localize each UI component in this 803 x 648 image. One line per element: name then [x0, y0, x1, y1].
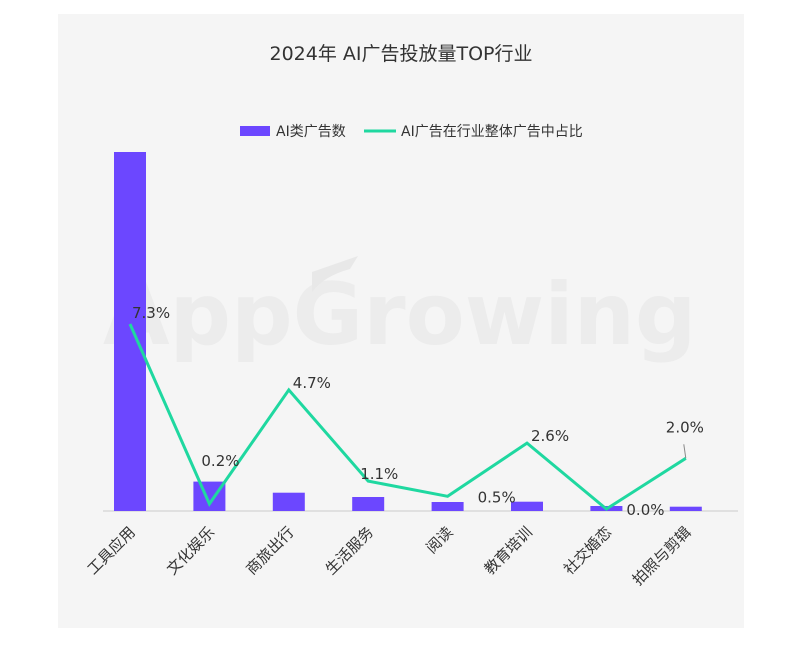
legend-bar-label: AI类广告数	[276, 124, 346, 140]
data-label-2: 4.7%	[293, 374, 331, 392]
x-tick-label-2: 商旅出行	[242, 523, 297, 578]
legend-line-label: AI广告在行业整体广告中占比	[401, 124, 583, 140]
legend: AI类广告数 AI广告在行业整体广告中占比	[240, 124, 583, 140]
bar-2	[272, 492, 305, 511]
data-label-6: 0.0%	[626, 501, 664, 519]
bar-5	[511, 501, 543, 511]
x-tick-label-0: 工具应用	[84, 523, 139, 578]
x-tick-label-3: 生活服务	[322, 523, 377, 578]
data-label-0: 7.3%	[132, 304, 170, 322]
data-label-1: 0.2%	[201, 452, 239, 470]
data-labels: 7.3% 0.2% 4.7% 1.1% 0.5% 2.6% 0.0% 2.0%	[132, 304, 704, 519]
bar-3	[352, 497, 385, 511]
x-tick-labels: 工具应用 文化娱乐 商旅出行 生活服务 阅读 教育培训 社交婚恋 拍照与剪辑	[84, 523, 695, 589]
x-tick-label-5: 教育培训	[481, 523, 536, 578]
data-label-4: 0.5%	[478, 488, 516, 506]
data-label-3: 1.1%	[360, 465, 398, 483]
x-tick-label-6: 社交婚恋	[560, 523, 615, 578]
chart-panel: AppGrowing 2024年 AI广告投放量TOP行业 AI类广告数 AI广…	[58, 14, 744, 628]
chart-title: 2024年 AI广告投放量TOP行业	[269, 43, 532, 65]
bar-0	[114, 152, 146, 511]
watermark: AppGrowing	[103, 256, 696, 365]
percent-line	[128, 323, 687, 511]
bar-7	[669, 506, 702, 511]
x-tick-label-1: 文化娱乐	[163, 523, 218, 578]
chart-svg: AppGrowing 2024年 AI广告投放量TOP行业 AI类广告数 AI广…	[84, 43, 738, 589]
legend-bar-swatch	[240, 126, 270, 136]
bar-4	[431, 502, 464, 511]
data-label-7: 2.0%	[666, 418, 704, 436]
watermark-text: AppGrowing	[103, 265, 696, 365]
x-tick-label-4: 阅读	[422, 523, 456, 557]
label-leader-line	[683, 444, 687, 459]
watermark-arrow-icon	[312, 256, 358, 292]
x-tick-label-7: 拍照与剪辑	[629, 523, 695, 589]
line-series	[128, 323, 687, 511]
bar-series	[114, 152, 702, 511]
data-label-5: 2.6%	[531, 427, 569, 445]
